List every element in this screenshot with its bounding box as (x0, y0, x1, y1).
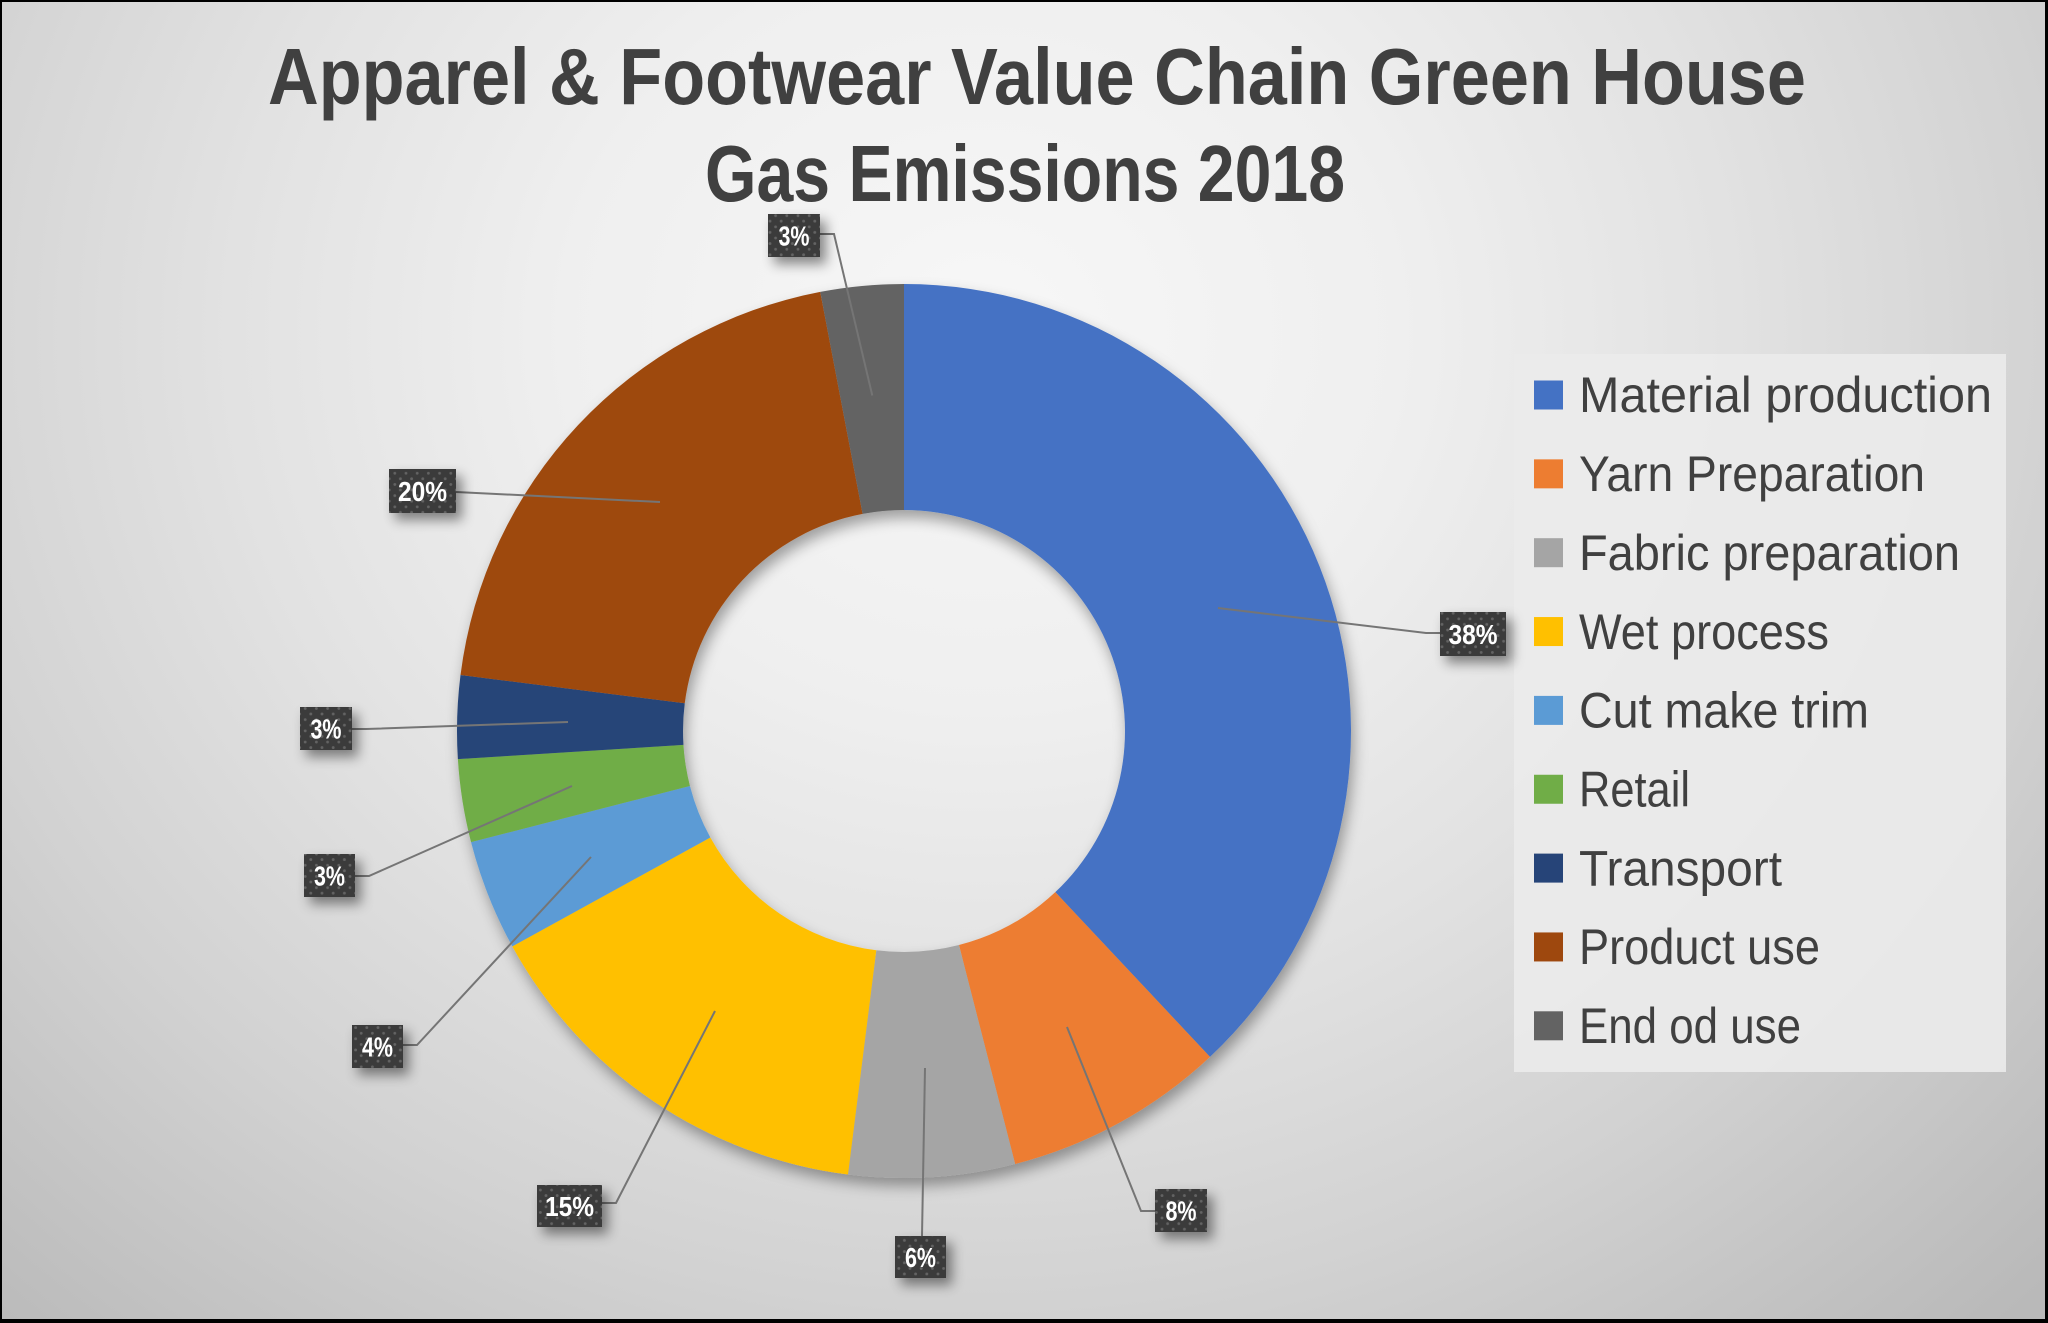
svg-text:Apparel & Footwear Value Chain: Apparel & Footwear Value Chain Green Hou… (268, 32, 1806, 121)
svg-text:3%: 3% (314, 861, 345, 892)
svg-text:Gas Emissions 2018: Gas Emissions 2018 (705, 129, 1345, 218)
svg-text:6%: 6% (905, 1242, 936, 1273)
svg-text:8%: 8% (1166, 1196, 1197, 1227)
svg-text:15%: 15% (545, 1191, 594, 1222)
svg-text:3%: 3% (311, 714, 342, 745)
svg-text:Material production: Material production (1579, 367, 1992, 423)
svg-text:Wet process: Wet process (1579, 604, 1829, 660)
svg-text:Cut make trim: Cut make trim (1579, 683, 1869, 739)
svg-text:Retail: Retail (1579, 762, 1690, 818)
svg-text:4%: 4% (362, 1032, 393, 1063)
svg-text:Yarn Preparation: Yarn Preparation (1579, 446, 1925, 502)
svg-text:Fabric preparation: Fabric preparation (1579, 525, 1960, 581)
svg-text:3%: 3% (779, 221, 810, 252)
svg-text:20%: 20% (398, 476, 447, 507)
svg-text:End od use: End od use (1579, 998, 1801, 1054)
svg-text:38%: 38% (1449, 619, 1498, 650)
svg-text:Product use: Product use (1579, 919, 1820, 975)
svg-text:Transport: Transport (1579, 840, 1782, 896)
